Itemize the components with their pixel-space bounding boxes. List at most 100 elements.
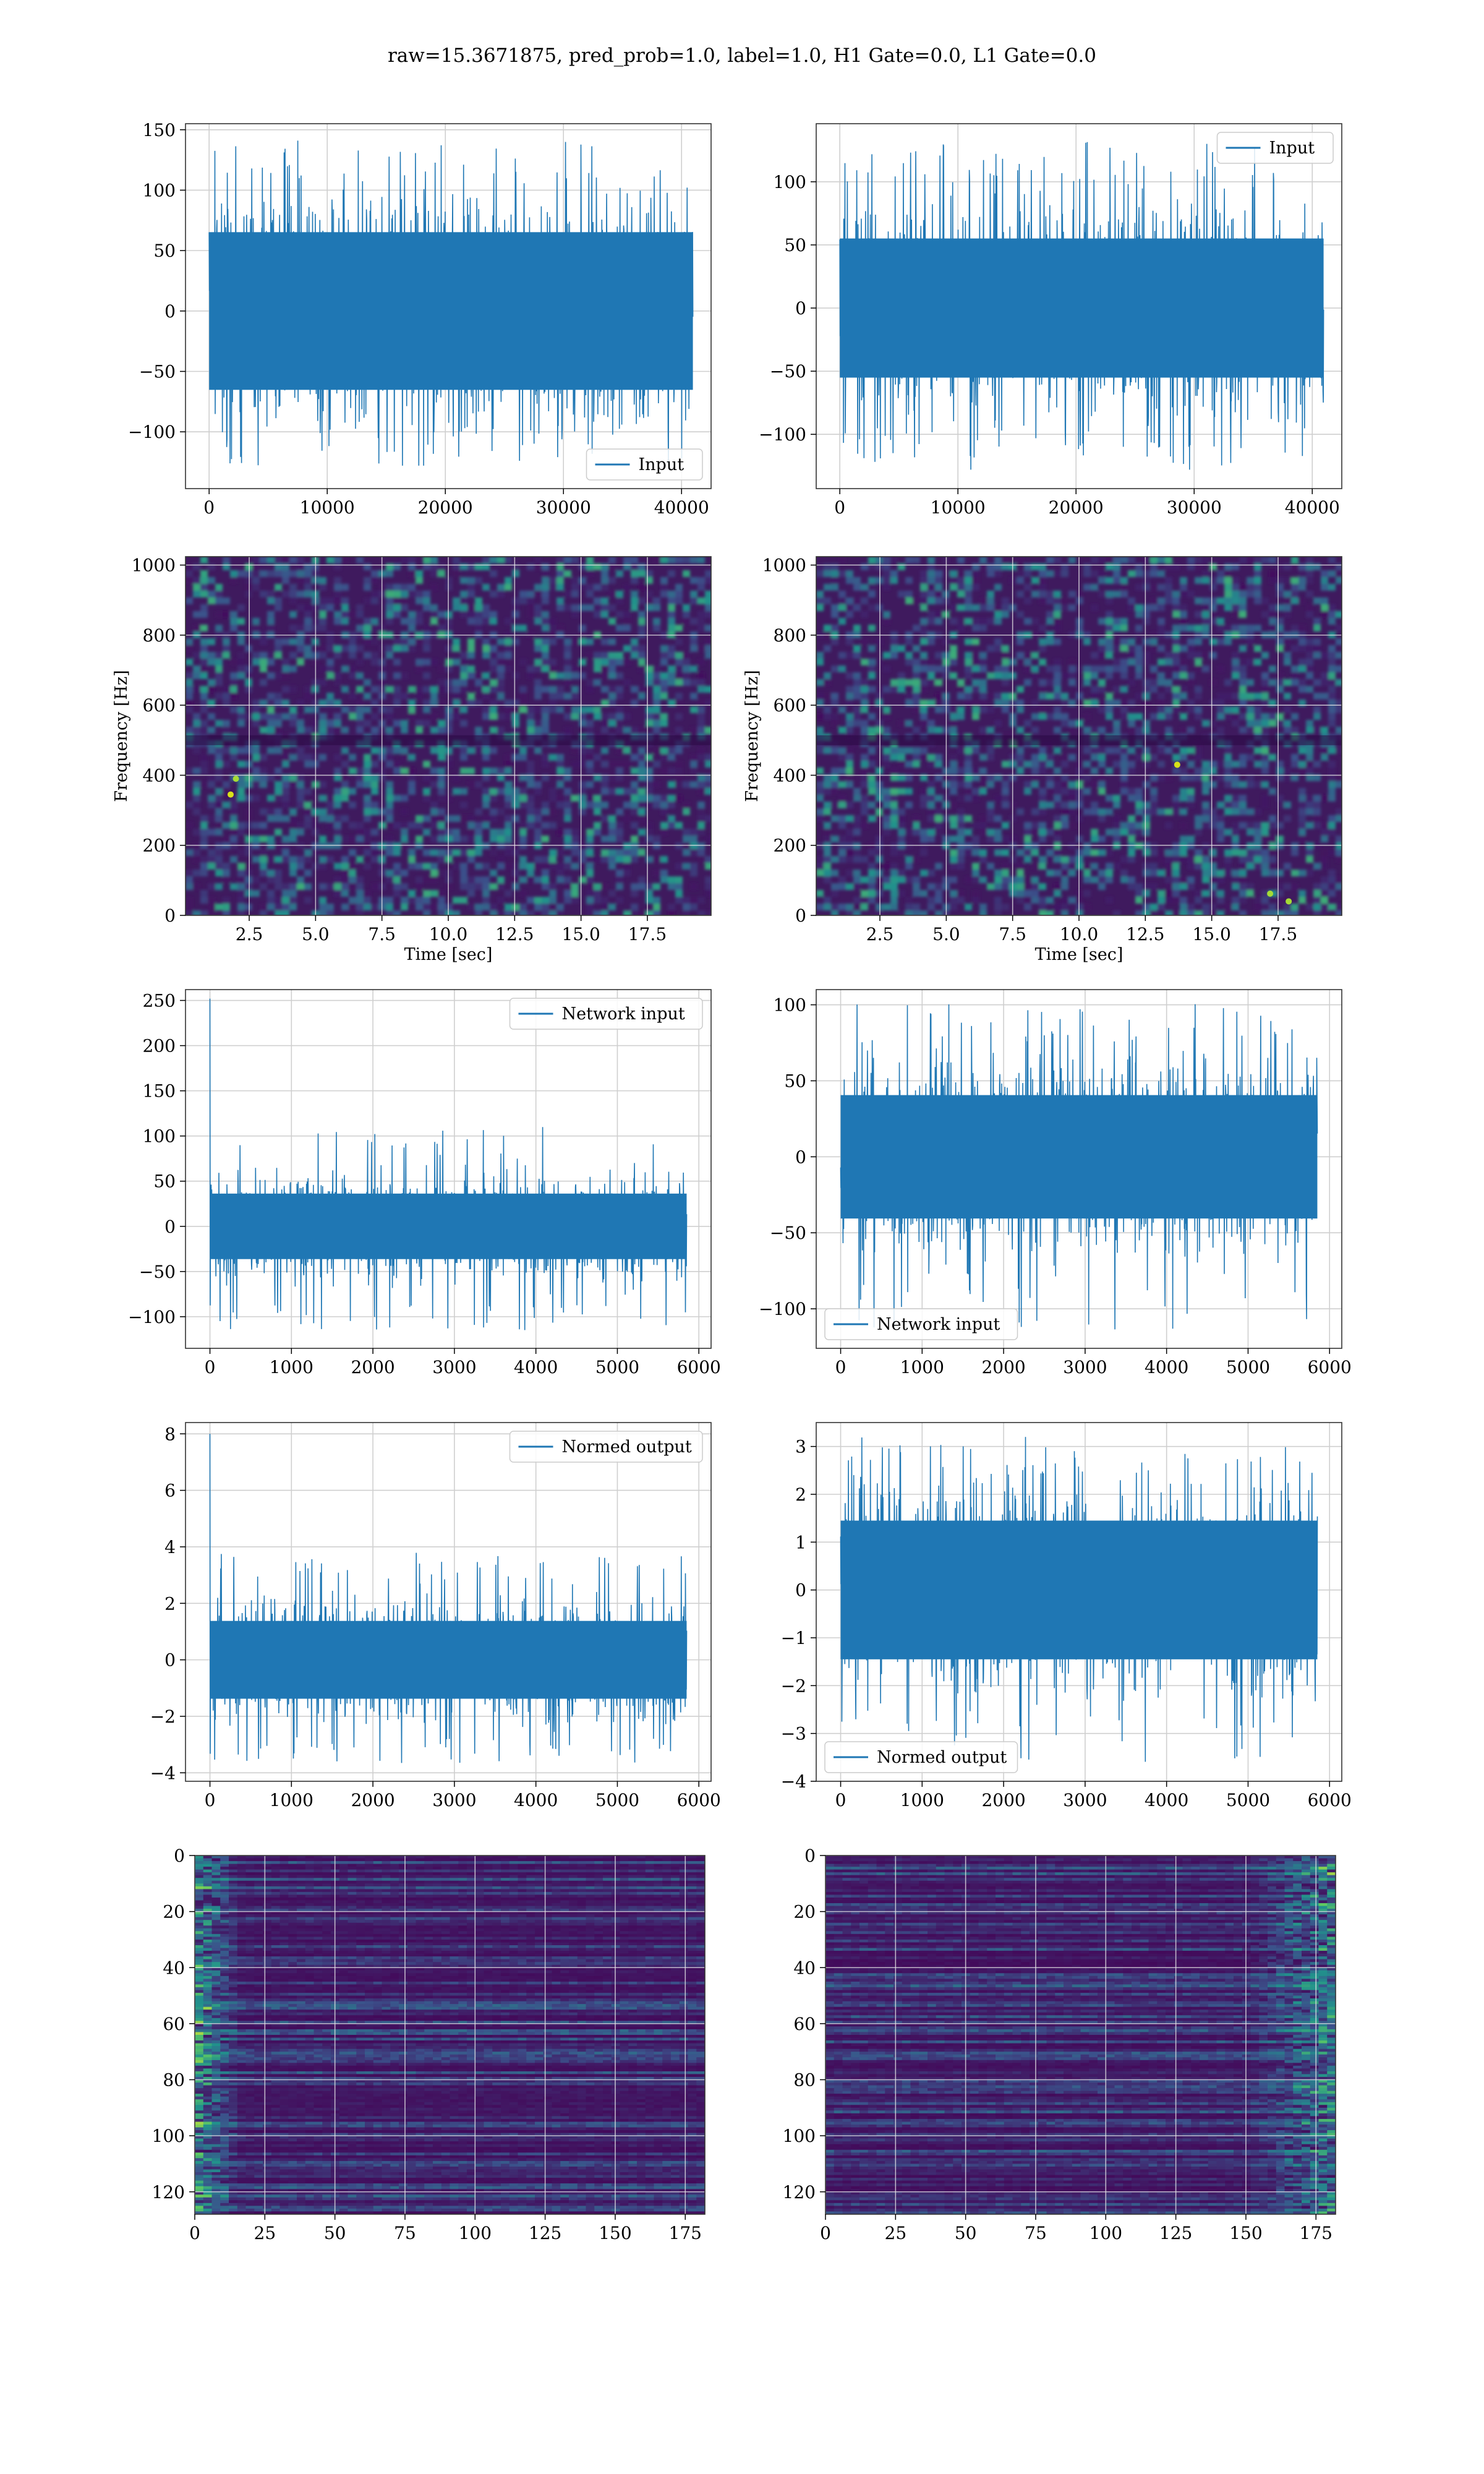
y-tick-label: 100 — [143, 180, 176, 200]
x-tick-label: 150 — [1229, 2223, 1262, 2243]
y-tick-label: 100 — [783, 2126, 816, 2146]
y-tick-label: 200 — [774, 836, 806, 856]
y-tick-label: 60 — [163, 2014, 185, 2034]
subplot-p1: 0 10000 20000 30000 40000 −100 −50 0 50 100 150 Inp… — [128, 120, 712, 518]
x-tick-label: 25 — [885, 2223, 907, 2243]
y-tick-label: −1 — [781, 1628, 806, 1648]
subplot-p9: 0 25 50 75 100 125 150 175 0 20 40 60 80 100 120 — [152, 1846, 706, 2243]
y-tick-label: 0 — [164, 1650, 176, 1671]
x-tick-label: 15.0 — [1192, 924, 1230, 944]
y-tick-label: −50 — [770, 1223, 806, 1243]
x-tick-label: 20000 — [1049, 497, 1104, 518]
y-tick-label: 250 — [143, 991, 176, 1011]
x-tick-label: 2000 — [351, 1790, 394, 1810]
legend-box — [586, 448, 703, 481]
x-tick-label: 2.5 — [866, 924, 894, 944]
x-tick-label: 100 — [459, 2223, 492, 2243]
legend-label: Input — [1269, 139, 1315, 158]
y-tick-label: −50 — [139, 1262, 176, 1282]
y-tick-label: 1 — [795, 1532, 806, 1552]
y-tick-label: 0 — [164, 1217, 176, 1237]
y-tick-label: 6 — [164, 1481, 176, 1501]
y-tick-label: 200 — [143, 836, 176, 856]
axes-frame — [185, 123, 712, 489]
y-tick-label: 0 — [174, 1846, 185, 1866]
y-tick-label: 4 — [164, 1537, 176, 1557]
x-tick-label: 75 — [394, 2223, 416, 2243]
legend-label: Normed output — [877, 1748, 1007, 1767]
x-tick-label: 100 — [1090, 2223, 1122, 2243]
heatmap-image — [195, 1856, 705, 2214]
y-axis-label: Frequency [Hz] — [112, 670, 131, 802]
x-tick-label: 5000 — [1226, 1357, 1270, 1377]
y-tick-label: 0 — [795, 1147, 806, 1167]
x-tick-label: 125 — [529, 2223, 561, 2243]
legend: Normed output — [824, 1741, 1018, 1773]
subplot-p5: 0 1000 2000 3000 4000 5000 6000 −100 −50 0 50 100 15… — [128, 989, 721, 1377]
x-tick-label: 4000 — [514, 1357, 558, 1377]
y-tick-label: 2 — [164, 1593, 176, 1614]
legend-box — [509, 1431, 703, 1463]
y-tick-label: 100 — [774, 172, 806, 192]
series-dense-band — [840, 1095, 1318, 1219]
x-tick-label: 0 — [835, 1357, 846, 1377]
legend-label: Normed output — [562, 1437, 692, 1457]
y-tick-label: 400 — [143, 765, 176, 785]
x-tick-label: 10000 — [931, 497, 986, 518]
legend-box — [1216, 132, 1334, 164]
x-tick-label: 0 — [834, 497, 845, 518]
y-tick-label: −100 — [128, 422, 176, 442]
x-tick-label: 40000 — [1285, 497, 1340, 518]
x-tick-label: 6000 — [677, 1790, 721, 1810]
heatmap-image — [825, 1856, 1336, 2214]
legend: Network input — [509, 998, 703, 1030]
x-tick-label: 5.0 — [302, 924, 330, 944]
y-tick-label: 800 — [774, 625, 806, 646]
x-tick-label: 75 — [1025, 2223, 1047, 2243]
y-tick-label: −50 — [139, 361, 176, 382]
x-tick-label: 0 — [820, 2223, 831, 2243]
axes-frame — [816, 1422, 1342, 1782]
y-tick-label: 120 — [783, 2182, 816, 2202]
y-tick-label: −3 — [781, 1724, 806, 1744]
x-tick-label: 50 — [324, 2223, 346, 2243]
legend: Network input — [824, 1308, 1018, 1340]
x-tick-label: 1000 — [270, 1790, 313, 1810]
x-tick-label: 3000 — [432, 1790, 476, 1810]
axes-frame — [816, 989, 1342, 1349]
y-tick-label: 1000 — [132, 555, 176, 576]
x-tick-label: 0 — [205, 1357, 216, 1377]
y-tick-label: 600 — [143, 695, 176, 716]
y-tick-label: −50 — [770, 361, 806, 382]
x-tick-label: 15.0 — [561, 924, 600, 944]
x-tick-label: 5.0 — [932, 924, 960, 944]
y-tick-label: 0 — [795, 298, 806, 319]
x-tick-label: 6000 — [1308, 1357, 1352, 1377]
x-tick-label: 40000 — [654, 497, 709, 518]
x-tick-label: 2.5 — [236, 924, 263, 944]
x-tick-label: 175 — [669, 2223, 702, 2243]
x-tick-label: 2000 — [981, 1357, 1025, 1377]
subplot-p7: 0 1000 2000 3000 4000 5000 6000 −4 −2 0 2 4 6 8 Normed… — [150, 1422, 721, 1810]
y-tick-label: 60 — [793, 2014, 816, 2034]
x-axis-label: Time [sec] — [404, 945, 493, 964]
subplot-p4: 2.5 5.0 7.5 10.0 12.5 15.0 17.5 0 200 400 600 800 10… — [743, 555, 1342, 964]
x-tick-label: 3000 — [432, 1357, 476, 1377]
x-tick-label: 4000 — [514, 1790, 558, 1810]
y-tick-label: 150 — [143, 1081, 176, 1102]
legend-box — [824, 1308, 1018, 1340]
x-tick-label: 3000 — [1063, 1357, 1107, 1377]
x-tick-label: 1000 — [900, 1357, 944, 1377]
x-tick-label: 0 — [203, 497, 215, 518]
axes-frame — [185, 1422, 712, 1782]
x-tick-label: 5000 — [595, 1790, 639, 1810]
y-tick-label: −100 — [759, 1299, 806, 1319]
y-tick-label: 20 — [163, 1902, 185, 1922]
axes-frame — [825, 1855, 1336, 2215]
y-tick-label: −100 — [128, 1307, 176, 1327]
x-tick-label: 0 — [189, 2223, 200, 2243]
figure-title: raw=15.3671875, pred_prob=1.0, label=1.0… — [388, 45, 1096, 67]
y-tick-label: 600 — [774, 695, 806, 716]
y-tick-label: 0 — [795, 905, 806, 926]
x-tick-label: 7.5 — [999, 924, 1026, 944]
